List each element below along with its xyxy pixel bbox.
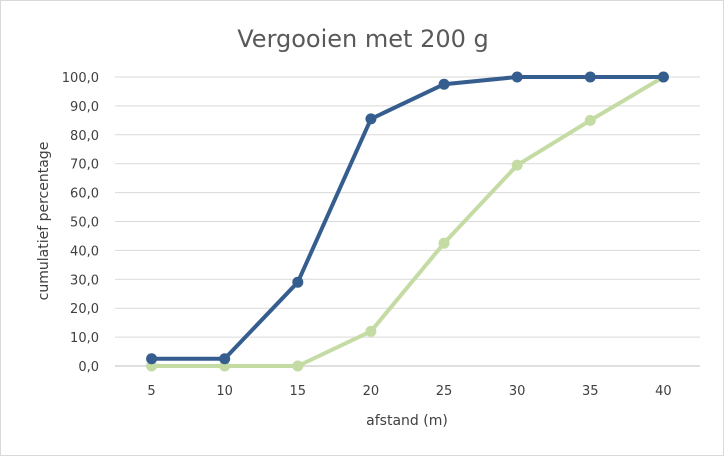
x-tick-label: 30 [509, 384, 526, 399]
x-tick-label: 10 [216, 384, 233, 399]
y-axis-label: cumulatief percentage [36, 142, 52, 301]
y-tick-label: 0,0 [78, 360, 99, 375]
gridlines [115, 76, 700, 367]
y-tick-label: 40,0 [70, 244, 99, 259]
y-tick-label: 100,0 [62, 71, 99, 86]
data-point [657, 71, 669, 83]
x-tick-label: 20 [363, 384, 380, 399]
y-tick-label: 90,0 [70, 100, 99, 115]
data-point [511, 71, 523, 83]
data-point [365, 113, 377, 125]
data-point [219, 353, 231, 365]
y-axis-ticks: 0,0 10,0 20,0 30,0 40,0 50,0 60,0 70,0 80,0 90,0 1… [62, 71, 99, 375]
y-tick-label: 30,0 [70, 273, 99, 288]
x-tick-label: 5 [147, 384, 155, 399]
data-point [511, 159, 523, 171]
y-tick-label: 10,0 [70, 331, 99, 346]
data-point [146, 353, 158, 365]
data-point [365, 325, 377, 337]
data-point [292, 360, 304, 372]
data-point [292, 276, 304, 288]
x-tick-label: 15 [290, 384, 307, 399]
y-tick-label: 70,0 [70, 158, 99, 173]
y-tick-label: 20,0 [70, 302, 99, 317]
data-point [438, 237, 450, 249]
chart-title: Vergooien met 200 g [237, 25, 489, 53]
x-axis-ticks: 5 10 15 20 25 30 35 40 [147, 384, 671, 399]
series-line [149, 75, 666, 368]
y-tick-label: 80,0 [70, 129, 99, 144]
series-1 [146, 71, 669, 365]
data-point [438, 78, 450, 90]
y-tick-label: 50,0 [70, 216, 99, 231]
x-tick-label: 35 [582, 384, 599, 399]
y-tick-label: 60,0 [70, 187, 99, 202]
x-tick-label: 25 [436, 384, 453, 399]
x-tick-label: 40 [655, 384, 672, 399]
x-axis-label: afstand (m) [366, 413, 448, 429]
data-point [584, 114, 596, 126]
series-lines [146, 71, 669, 372]
data-point [584, 71, 596, 83]
series-line [149, 75, 666, 361]
